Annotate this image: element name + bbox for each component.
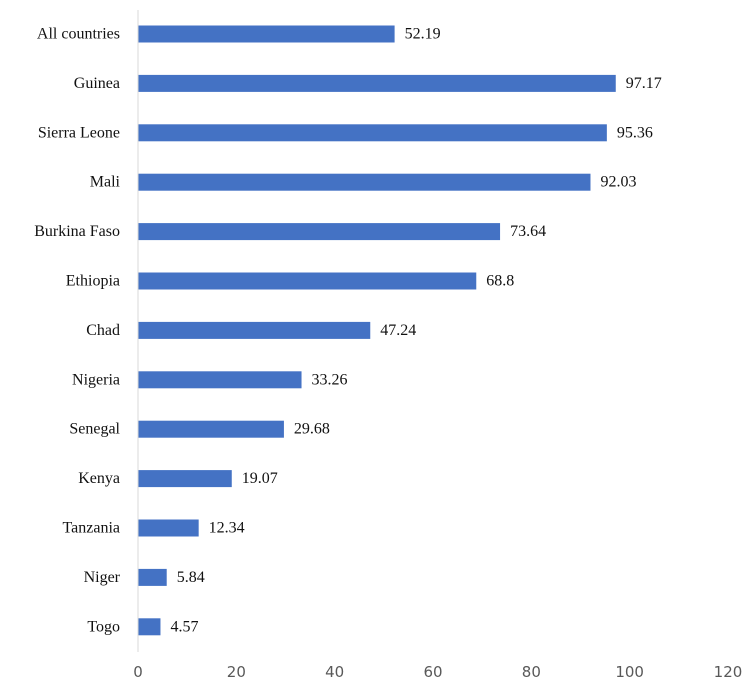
x-tick-label: 120 [714, 663, 743, 681]
category-label: Nigeria [72, 371, 120, 388]
value-label: 47.24 [380, 322, 416, 339]
x-tick-label: 0 [133, 663, 143, 681]
x-tick-label: 60 [423, 663, 442, 681]
category-label: Mali [90, 174, 121, 191]
value-label: 95.36 [617, 124, 653, 141]
bar-niger [138, 568, 167, 586]
x-tick-label: 40 [325, 663, 344, 681]
category-label: Tanzania [62, 520, 120, 537]
bar-togo [138, 618, 161, 636]
bar-nigeria [138, 371, 302, 389]
category-label: Niger [84, 569, 121, 586]
bar-chad [138, 321, 371, 339]
category-label: Kenya [78, 470, 120, 487]
category-labels: All countries Guinea Sierra Leone Mali Burki… [34, 26, 120, 636]
category-label: Guinea [74, 75, 120, 92]
value-label: 5.84 [177, 569, 205, 586]
value-label: 52.19 [405, 26, 441, 43]
value-labels: 52.19 97.17 95.36 92.03 73.64 68.8 47.24 33.26 2… [170, 26, 661, 636]
value-label: 92.03 [600, 174, 636, 191]
bar-senegal [138, 420, 284, 438]
bars-group [138, 25, 616, 636]
bar-tanzania [138, 519, 199, 537]
value-label: 19.07 [242, 470, 278, 487]
x-axis-ticks: 0 20 40 60 80 100 120 [133, 663, 742, 681]
value-label: 33.26 [312, 371, 348, 388]
x-tick-label: 20 [227, 663, 246, 681]
bar-sierra-leone [138, 124, 607, 142]
category-label: Togo [87, 618, 120, 635]
bar-kenya [138, 470, 232, 488]
category-label: Sierra Leone [38, 124, 120, 141]
value-label: 4.57 [170, 618, 198, 635]
value-label: 12.34 [209, 520, 245, 537]
category-label: Senegal [69, 421, 120, 438]
category-label: Burkina Faso [34, 223, 120, 240]
value-label: 73.64 [510, 223, 546, 240]
bar-all-countries [138, 25, 395, 43]
value-label: 97.17 [626, 75, 662, 92]
bar-burkina-faso [138, 223, 501, 241]
bar-mali [138, 173, 591, 191]
x-tick-label: 100 [615, 663, 644, 681]
value-label: 68.8 [486, 273, 514, 290]
category-label: Chad [86, 322, 120, 339]
bar-guinea [138, 74, 616, 92]
x-tick-label: 80 [522, 663, 541, 681]
bar-ethiopia [138, 272, 477, 290]
value-label: 29.68 [294, 421, 330, 438]
category-label: Ethiopia [66, 273, 120, 290]
category-label: All countries [37, 26, 120, 43]
